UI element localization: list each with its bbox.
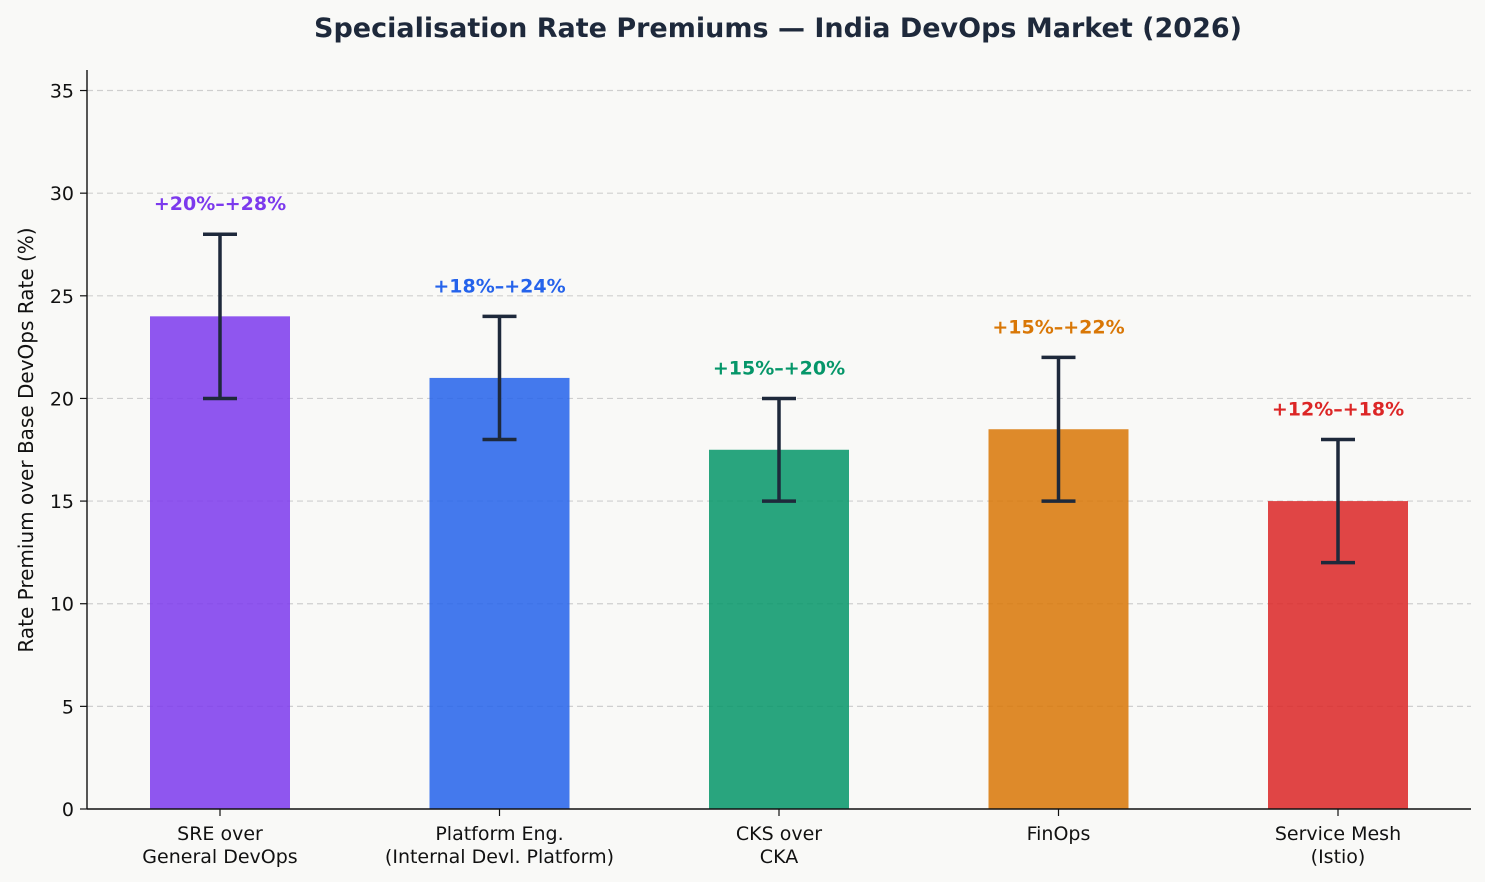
- x-tick-label: SRE over: [177, 823, 263, 845]
- x-tick-label: CKA: [760, 846, 798, 868]
- x-tick-label: CKS over: [736, 823, 822, 845]
- y-tick-label: 20: [50, 388, 74, 410]
- chart-title: Specialisation Rate Premiums — India Dev…: [314, 13, 1242, 44]
- range-label: +20%–+28%: [154, 193, 286, 215]
- error-bars: [203, 232, 1355, 565]
- range-label: +12%–+18%: [1272, 399, 1404, 421]
- y-tick-label: 25: [50, 286, 74, 308]
- y-tick-label: 35: [50, 81, 74, 103]
- bar: [709, 449, 849, 809]
- y-tick-label: 30: [50, 183, 74, 205]
- x-tick-label: Service Mesh: [1275, 823, 1401, 845]
- x-tick-label: General DevOps: [142, 846, 297, 868]
- x-tick-label: FinOps: [1027, 823, 1091, 845]
- x-tick-label: (Internal Devl. Platform): [385, 846, 614, 868]
- range-labels: +20%–+28% +18%–+24% +15%–+20% +15%–+22% +12%…: [154, 193, 1404, 420]
- y-tick-label: 5: [62, 696, 74, 718]
- x-tick-label: Platform Eng.: [435, 823, 563, 845]
- range-label: +18%–+24%: [433, 275, 565, 297]
- y-tick-label: 15: [50, 491, 74, 513]
- bars: [150, 316, 1408, 809]
- x-tick-label: (Istio): [1311, 846, 1366, 868]
- y-tick-label: 0: [62, 799, 74, 821]
- y-axis-label: Rate Premium over Base DevOps Rate (%): [14, 227, 38, 652]
- range-label: +15%–+22%: [992, 316, 1124, 338]
- y-tick-label: 10: [50, 594, 74, 616]
- bar: [429, 377, 570, 809]
- range-label: +15%–+20%: [713, 357, 845, 379]
